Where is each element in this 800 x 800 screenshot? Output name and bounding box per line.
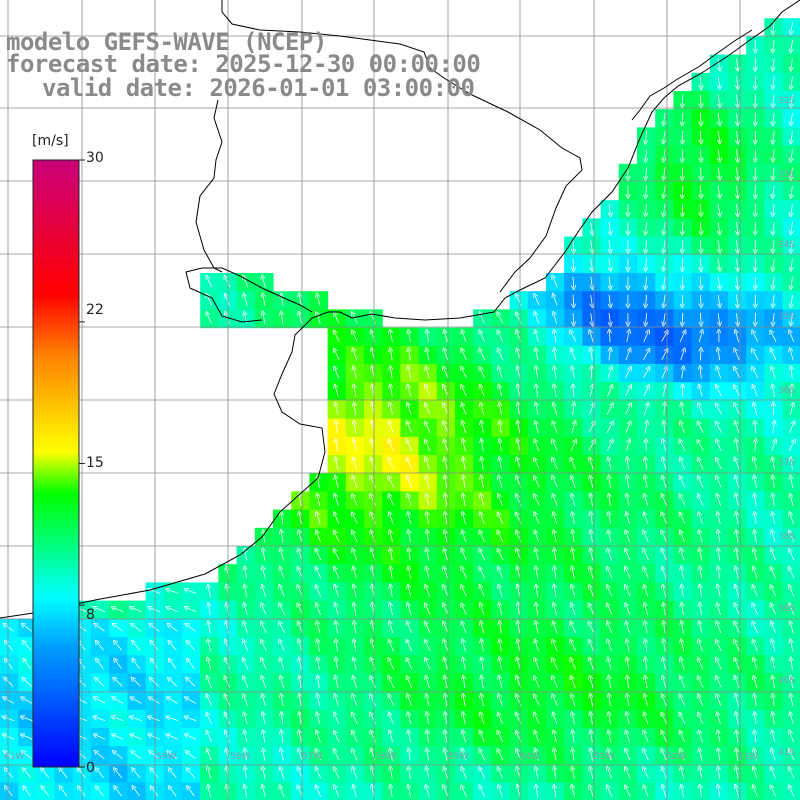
- wind-cell: [782, 728, 800, 747]
- wind-speed-cells: [0, 18, 800, 800]
- wind-cell: [109, 782, 128, 800]
- wind-cell: [782, 345, 800, 365]
- colorbar-unit: [m/s]: [32, 133, 69, 149]
- wind-cell: [782, 564, 800, 583]
- wind-cell: [764, 782, 784, 800]
- wind-cell: [782, 673, 800, 693]
- lat-label: 38S: [778, 532, 796, 542]
- colorbar-label-30: 30: [86, 150, 104, 166]
- wind-cell: [455, 782, 474, 800]
- wind-cell: [782, 655, 800, 674]
- colorbar-label-8: 8: [86, 607, 95, 623]
- lon-label: 58W: [230, 752, 251, 762]
- wind-cell: [782, 491, 800, 511]
- colorbar-label-22: 22: [86, 302, 104, 318]
- wind-cell: [782, 637, 800, 656]
- wind-cell: [91, 782, 110, 800]
- lat-label: 36S: [778, 386, 796, 396]
- wind-cell: [582, 418, 602, 438]
- wind-cell: [600, 400, 620, 420]
- wind-cell: [618, 382, 638, 401]
- wind-cell: [327, 782, 347, 800]
- wind-cell: [36, 782, 56, 800]
- wind-cell: [655, 327, 674, 347]
- colorbar-label-0: 0: [86, 760, 95, 776]
- wind-cell: [782, 546, 800, 565]
- wind-cell: [127, 782, 147, 800]
- wind-cell: [782, 709, 800, 729]
- wind-cell: [600, 418, 620, 438]
- wind-cell: [418, 782, 438, 800]
- wind-cell: [182, 782, 201, 800]
- wind-cell: [618, 364, 638, 383]
- lat-label: 35S: [778, 312, 796, 322]
- wind-cell: [273, 782, 292, 800]
- wind-cell: [637, 782, 656, 800]
- wind-cell: [746, 782, 765, 800]
- wind-cell: [163, 782, 183, 800]
- title-line-3: valid date: 2026-01-01 03:00:00: [42, 74, 475, 102]
- wind-cell: [309, 782, 329, 800]
- wind-cell: [637, 364, 656, 383]
- lon-label: 51W: [738, 752, 759, 762]
- lon-label: 52W: [666, 752, 687, 762]
- country-border: [195, 99, 223, 273]
- lon-label: 55W: [448, 752, 469, 762]
- lat-label: 32S: [778, 96, 796, 106]
- lat-label: 40S: [778, 676, 796, 686]
- wind-cell: [600, 782, 620, 800]
- wind-cell: [782, 364, 800, 383]
- lon-label: 53W: [594, 752, 615, 762]
- wind-cell: [291, 782, 310, 800]
- wind-cell: [582, 436, 602, 456]
- lat-label: 41S: [778, 748, 796, 758]
- wind-cell: [782, 527, 800, 547]
- wind-cell: [436, 782, 456, 800]
- wind-cell: [582, 782, 602, 800]
- lat-label: 33S: [778, 170, 796, 180]
- wind-cell: [54, 782, 74, 800]
- lon-label: 54W: [520, 752, 541, 762]
- wind-cell: [655, 345, 674, 365]
- wind-cell: [618, 782, 638, 800]
- wind-cell: [18, 782, 37, 800]
- wind-cell: [473, 782, 492, 800]
- wind-cell: [655, 782, 674, 800]
- wind-cell: [782, 691, 800, 711]
- lat-label: 34S: [778, 240, 796, 250]
- wind-cell: [782, 473, 800, 492]
- lon-label: 56W: [376, 752, 397, 762]
- wind-cell: [782, 327, 800, 347]
- wind-cell: [491, 782, 511, 800]
- lon-label: 61W: [4, 752, 25, 762]
- wind-cell: [618, 400, 638, 420]
- wind-cell: [782, 455, 800, 474]
- wind-cell: [782, 582, 800, 602]
- wind-cell: [782, 509, 800, 529]
- lon-label: 57W: [302, 752, 323, 762]
- colorbar-label-15: 15: [86, 455, 104, 471]
- wind-cell: [782, 764, 800, 784]
- lon-label: 59W: [156, 752, 177, 762]
- wind-cell: [782, 600, 800, 620]
- colorbar: [32, 159, 80, 768]
- lat-label: 37S: [778, 458, 796, 468]
- wind-cell: [637, 345, 656, 365]
- wind-cell: [0, 782, 19, 800]
- wind-cell: [782, 618, 800, 638]
- lat-label: 39S: [778, 604, 796, 614]
